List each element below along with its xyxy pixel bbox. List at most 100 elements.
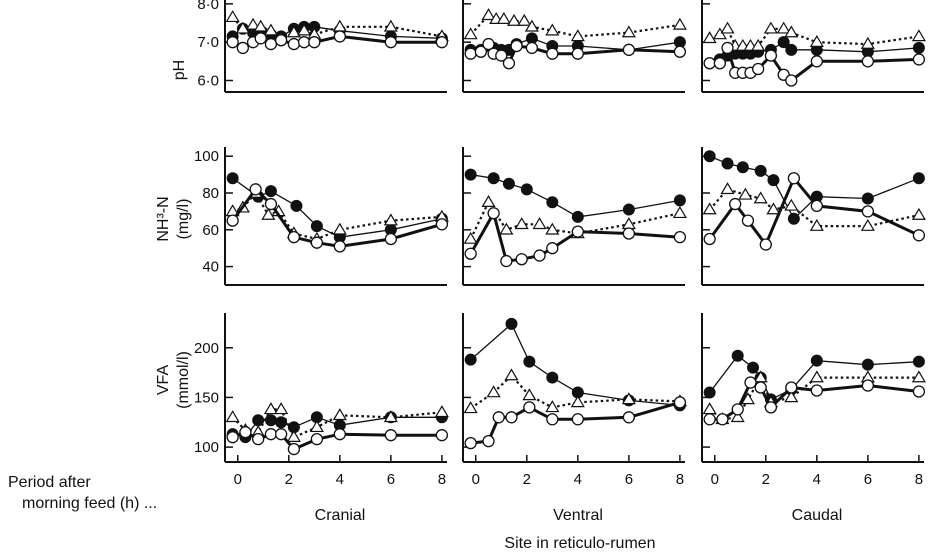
data-point-open-circle <box>861 379 875 392</box>
data-point-filled-circle <box>502 177 515 190</box>
data-point-open-triangle <box>522 388 537 401</box>
labels-layer: Period after morning feed (h) ... Site i… <box>8 474 656 552</box>
x-tick-label: 6 <box>387 471 395 488</box>
data-point-open-triangle <box>297 23 312 36</box>
data-point-open-circle <box>703 413 716 426</box>
series-line-open-triangle <box>709 375 919 421</box>
y-tick-label: 150 <box>194 389 219 406</box>
data-point-open-triangle <box>784 198 799 211</box>
data-point-open-circle <box>384 429 398 442</box>
ylabel-ph: pH <box>171 60 188 80</box>
data-point-open-circle <box>703 232 716 246</box>
data-point-open-circle <box>264 428 278 441</box>
data-point-open-circle <box>236 41 250 55</box>
ylabel-line: NH³-N <box>155 196 172 241</box>
data-point-open-circle <box>249 183 262 196</box>
data-point-open-triangle <box>235 21 250 34</box>
data-point-open-triangle <box>225 10 240 23</box>
y-tick-label: 80 <box>202 185 219 202</box>
data-point-filled-circle <box>464 168 477 181</box>
data-point-open-triangle <box>570 29 585 42</box>
data-point-filled-circle <box>767 174 780 187</box>
data-point-open-triangle <box>753 191 768 204</box>
data-point-open-circle <box>754 381 767 394</box>
data-point-open-circle <box>546 47 559 60</box>
data-point-filled-circle <box>861 192 874 205</box>
data-point-open-circle <box>384 36 398 49</box>
data-point-open-circle <box>764 401 778 414</box>
data-point-open-triangle <box>309 420 324 433</box>
data-point-open-triangle <box>517 13 532 26</box>
data-point-open-circle <box>533 249 546 262</box>
data-point-open-circle <box>264 197 278 211</box>
y-tick-label: 6·0 <box>197 73 219 90</box>
x-tick-label: 4 <box>336 471 344 488</box>
data-point-open-triangle <box>545 400 560 413</box>
data-point-open-circle <box>239 426 252 439</box>
data-point-open-triangle <box>545 23 560 36</box>
data-point-open-circle <box>464 47 477 60</box>
data-point-open-circle <box>721 41 734 55</box>
data-point-open-circle <box>384 232 398 246</box>
data-point-open-circle <box>861 55 875 68</box>
data-point-open-triangle <box>506 13 522 26</box>
data-point-open-triangle <box>672 206 687 219</box>
data-point-open-triangle <box>712 27 727 40</box>
series-line-open-circle <box>709 380 920 421</box>
data-point-open-circle <box>810 384 823 397</box>
data-point-filled-circle <box>505 317 518 330</box>
y-tick-label: 100 <box>194 439 219 456</box>
data-point-open-circle <box>622 411 636 424</box>
data-point-open-circle <box>274 34 288 47</box>
data-point-open-circle <box>287 37 301 51</box>
data-point-open-circle <box>912 53 926 66</box>
panel-vfa-ventral: 0 2 4 6 8 Ventral <box>462 313 687 524</box>
data-point-open-triangle <box>809 370 824 383</box>
x-tick-label: 0 <box>472 471 480 488</box>
data-point-open-triangle <box>730 410 745 423</box>
data-point-open-circle <box>226 214 239 227</box>
data-point-open-triangle <box>911 29 926 42</box>
data-point-open-triangle <box>621 25 636 38</box>
data-point-open-circle <box>515 253 528 266</box>
y-tick-label: 7·0 <box>197 34 219 51</box>
data-point-open-triangle <box>481 8 496 21</box>
data-point-open-circle <box>523 401 536 414</box>
data-point-open-circle <box>482 434 495 448</box>
data-point-open-circle <box>464 247 477 260</box>
data-point-open-circle <box>713 57 727 70</box>
data-point-open-triangle <box>911 370 926 383</box>
data-point-filled-circle <box>810 354 823 367</box>
x-tick-label: 8 <box>676 471 684 488</box>
data-point-open-triangle <box>286 25 301 38</box>
data-point-filled-circle <box>861 358 874 371</box>
series-line-open-triangle <box>231 16 443 40</box>
data-point-open-circle <box>287 442 301 456</box>
data-point-filled-circle <box>777 36 790 49</box>
x-tick-label: 6 <box>625 471 633 488</box>
data-point-open-circle <box>525 41 539 55</box>
data-point-open-circle <box>741 214 755 227</box>
data-point-open-triangle <box>261 207 276 220</box>
data-point-open-circle <box>274 428 288 441</box>
data-point-open-circle <box>435 429 449 442</box>
x-tick-label: 4 <box>813 471 821 488</box>
panel-vfa-cranial: 100 150 200 0 2 4 6 8 Cranial <box>194 313 449 524</box>
data-point-open-triangle <box>570 395 585 408</box>
data-point-filled-circle <box>546 196 559 209</box>
data-point-open-circle <box>308 36 321 49</box>
data-point-open-triangle <box>776 21 791 34</box>
x-tick-label: 0 <box>234 471 242 488</box>
data-point-open-circle <box>474 45 488 58</box>
data-point-open-circle <box>751 62 765 76</box>
data-point-open-triangle <box>499 222 514 235</box>
x-tick-label: 2 <box>523 471 531 488</box>
y-tick-label: 40 <box>202 259 219 276</box>
data-point-open-circle <box>703 57 716 70</box>
y-tick-label: 8·0 <box>197 0 219 13</box>
data-point-open-circle <box>435 218 449 231</box>
x-tick-label: 6 <box>864 471 872 488</box>
data-point-open-triangle <box>784 25 799 38</box>
data-point-filled-circle <box>275 416 288 429</box>
